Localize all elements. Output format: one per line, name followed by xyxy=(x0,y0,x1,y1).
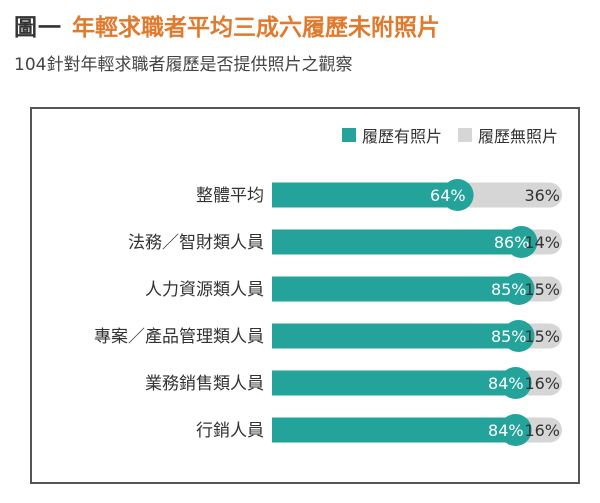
value-label-without-photo: 15% xyxy=(524,280,560,299)
category-label: 法務／智財類人員 xyxy=(128,233,264,253)
value-label-with-photo: 84% xyxy=(488,421,524,440)
category-label: 整體平均 xyxy=(196,186,264,206)
chart-title: 年輕求職者平均三成六履歷未附照片 xyxy=(72,15,440,41)
value-label-without-photo: 15% xyxy=(524,327,560,346)
legend-swatch-with-photo xyxy=(341,128,356,142)
chart-header: 圖一 年輕求職者平均三成六履歷未附照片 104針對年輕求職者履歷是否提供照片之觀… xyxy=(14,8,594,75)
bar-end-marker xyxy=(505,226,538,258)
bar-end-marker xyxy=(499,367,532,399)
category-label: 業務銷售類人員 xyxy=(145,374,264,394)
legend-label-with-photo: 履歷有照片 xyxy=(361,127,442,146)
legend-item-with-photo: 履歷有照片 xyxy=(341,123,442,147)
category-label: 行銷人員 xyxy=(196,421,264,441)
legend-label-without-photo: 履歷無照片 xyxy=(477,127,558,146)
value-label-with-photo: 85% xyxy=(491,327,527,346)
chart-panel: 履歷有照片 履歷無照片 整體平均 64% 36% 法務／智財類人員 86% 14% 人力資源… xyxy=(30,107,580,484)
legend-item-without-photo: 履歷無照片 xyxy=(457,123,558,147)
figure-label: 圖一 xyxy=(14,15,62,41)
value-label-with-photo: 84% xyxy=(488,374,524,393)
value-label-without-photo: 36% xyxy=(524,186,560,205)
category-label: 人力資源類人員 xyxy=(145,280,264,300)
bar-with-photo xyxy=(272,417,516,443)
bar-chart: 整體平均 64% 36%法務／智財類人員 86%14%人力資源類人員 85%15%專案／… xyxy=(94,179,562,446)
legend: 履歷有照片 履歷無照片 xyxy=(326,123,558,147)
value-label-without-photo: 14% xyxy=(524,233,560,252)
value-label-with-photo: 64% xyxy=(430,186,466,205)
value-label-with-photo: 85% xyxy=(491,280,527,299)
bar-with-photo xyxy=(272,323,519,349)
value-label-without-photo: 16% xyxy=(524,421,560,440)
bar-end-marker xyxy=(441,179,474,211)
bar-with-photo xyxy=(272,276,519,302)
bar-end-marker xyxy=(502,273,535,305)
bar-with-photo xyxy=(272,229,522,255)
chart-subtitle: 104針對年輕求職者履歷是否提供照片之觀察 xyxy=(14,55,353,75)
bar-end-marker xyxy=(502,320,535,352)
bar-with-photo xyxy=(272,370,516,396)
value-label-with-photo: 86% xyxy=(494,233,530,252)
bar-with-photo xyxy=(272,182,458,208)
category-label: 專案／產品管理類人員 xyxy=(94,327,264,347)
bar-end-marker xyxy=(499,414,532,446)
legend-swatch-without-photo xyxy=(457,128,472,142)
value-label-without-photo: 16% xyxy=(524,374,560,393)
title-line: 圖一 年輕求職者平均三成六履歷未附照片 xyxy=(14,8,594,42)
